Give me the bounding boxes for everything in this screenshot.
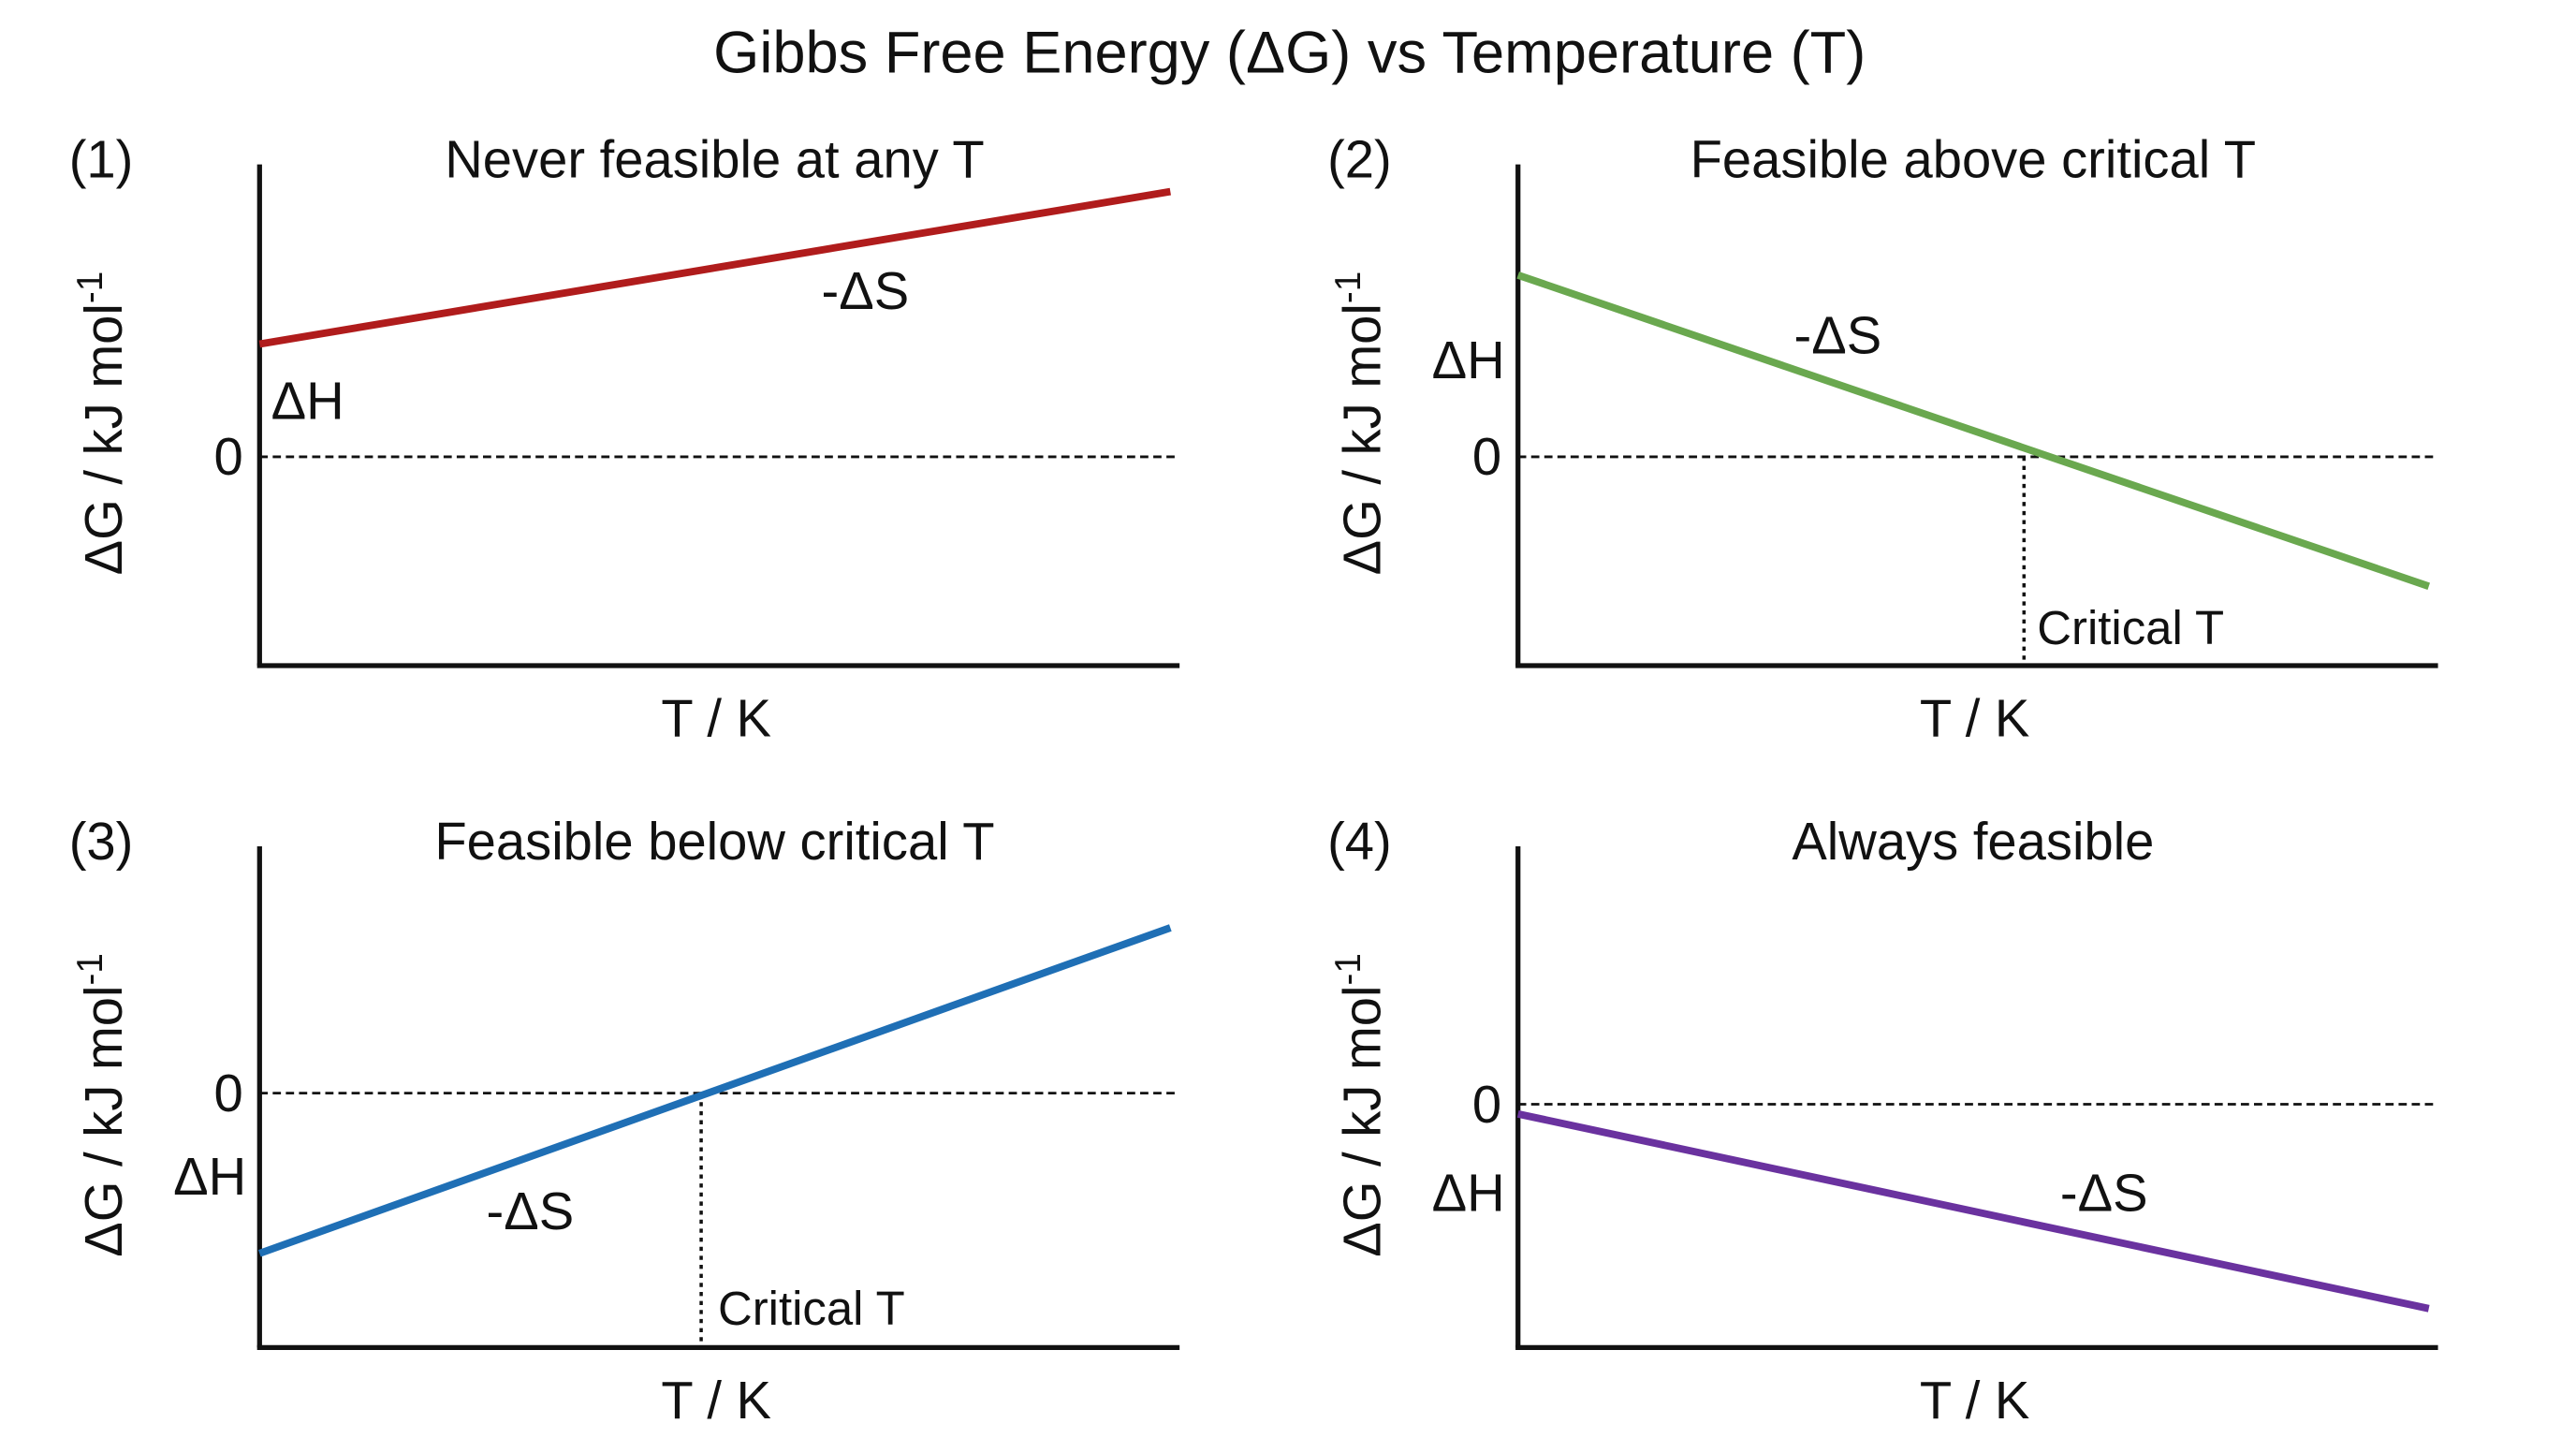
series-line (1516, 271, 2431, 590)
x-axis-label: T / K (1920, 688, 2030, 747)
y-axis-label-exponent: -1 (70, 953, 110, 985)
panel-2: (2) Feasible above critical T 0 T / K ΔG / k… (1327, 130, 2438, 747)
panel-title: Never feasible at any T (445, 130, 984, 189)
y-axis-label: ΔG / kJ mol-1 (70, 953, 133, 1257)
x-axis-label: T / K (661, 688, 771, 747)
figure-title: Gibbs Free Energy (ΔG) vs Temperature (T… (713, 20, 1866, 85)
panel-label: (2) (1327, 130, 1392, 189)
delta-s-label: -ΔS (822, 261, 910, 320)
panel-label: (1) (69, 130, 134, 189)
delta-h-label: ΔH (173, 1147, 246, 1206)
series-line (258, 187, 1171, 348)
y-axis-label-main: ΔG / kJ mol (1332, 985, 1391, 1256)
y-axis-label-exponent: -1 (1328, 271, 1368, 303)
delta-s-label: -ΔS (2060, 1164, 2148, 1223)
x-axis-label: T / K (661, 1371, 771, 1430)
zero-tick-label: 0 (214, 427, 243, 486)
delta-s-label: -ΔS (487, 1181, 575, 1240)
series-line (257, 924, 1172, 1257)
panel-label: (3) (69, 812, 134, 871)
zero-tick-label: 0 (1472, 1075, 1501, 1134)
panel-3: (3) Feasible below critical T 0 T / K ΔG / k… (69, 812, 1180, 1430)
series-line (1516, 1110, 2430, 1313)
panel-title: Feasible above critical T (1690, 130, 2256, 189)
x-axis-label: T / K (1920, 1371, 2030, 1430)
y-axis-label: ΔG / kJ mol-1 (70, 271, 133, 576)
y-axis-label-main: ΔG / kJ mol (1332, 303, 1391, 575)
y-axis-label-main: ΔG / kJ mol (74, 985, 133, 1256)
panel-title: Feasible below critical T (434, 812, 994, 871)
delta-h-label: ΔH (1432, 330, 1505, 389)
critical-t-label: Critical T (2037, 601, 2224, 654)
y-axis-label-main: ΔG / kJ mol (74, 303, 133, 575)
delta-h-label: ΔH (1432, 1164, 1505, 1223)
panel-4: (4) Always feasible 0 T / K ΔG / kJ mol-1 ΔH -… (1327, 812, 2438, 1430)
y-axis-label-exponent: -1 (70, 271, 110, 303)
panel-title: Always feasible (1792, 812, 2154, 871)
delta-s-label: -ΔS (1794, 305, 1882, 364)
y-axis-label: ΔG / kJ mol-1 (1328, 953, 1391, 1257)
panel-1: (1) Never feasible at any T 0 T / K ΔG / kJ … (69, 130, 1180, 747)
y-axis-label: ΔG / kJ mol-1 (1328, 271, 1391, 576)
zero-tick-label: 0 (1472, 427, 1501, 486)
panel-label: (4) (1327, 812, 1392, 871)
y-axis-label-exponent: -1 (1328, 953, 1368, 985)
zero-tick-label: 0 (214, 1064, 243, 1123)
delta-h-label: ΔH (271, 372, 344, 431)
critical-t-label: Critical T (718, 1282, 905, 1335)
